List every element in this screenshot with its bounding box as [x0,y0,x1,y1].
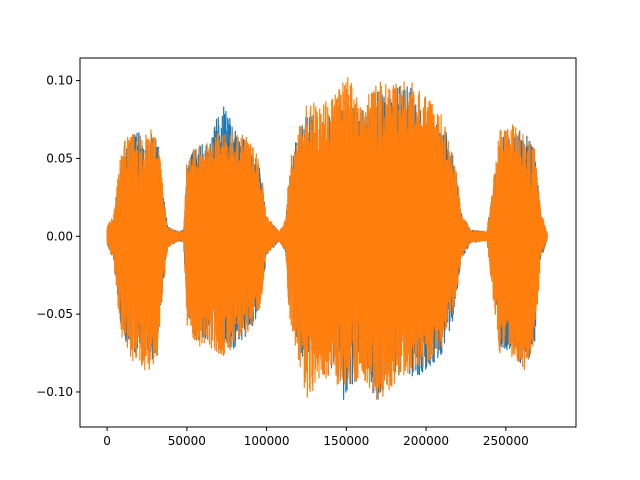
x-axis: 0 50000 100000 150000 200000 250000 [103,427,529,448]
x-tick-label: 100000 [244,434,290,448]
x-tick-label: 50000 [168,434,206,448]
x-tick-label: 200000 [403,434,449,448]
x-tick-label: 0 [103,434,111,448]
plot-frame [79,57,577,428]
y-axis: −0.10 −0.05 0.00 0.05 0.10 [36,74,80,399]
y-tick-label: 0.00 [46,229,73,243]
y-tick-label: 0.05 [46,151,73,165]
waveform-series-2 [106,77,548,400]
series-layer [106,77,548,400]
x-tick-label: 250000 [483,434,529,448]
x-tick-label: 150000 [323,434,369,448]
y-tick-label: −0.05 [36,307,73,321]
y-tick-label: 0.10 [46,74,73,88]
y-tick-label: −0.10 [36,385,73,399]
